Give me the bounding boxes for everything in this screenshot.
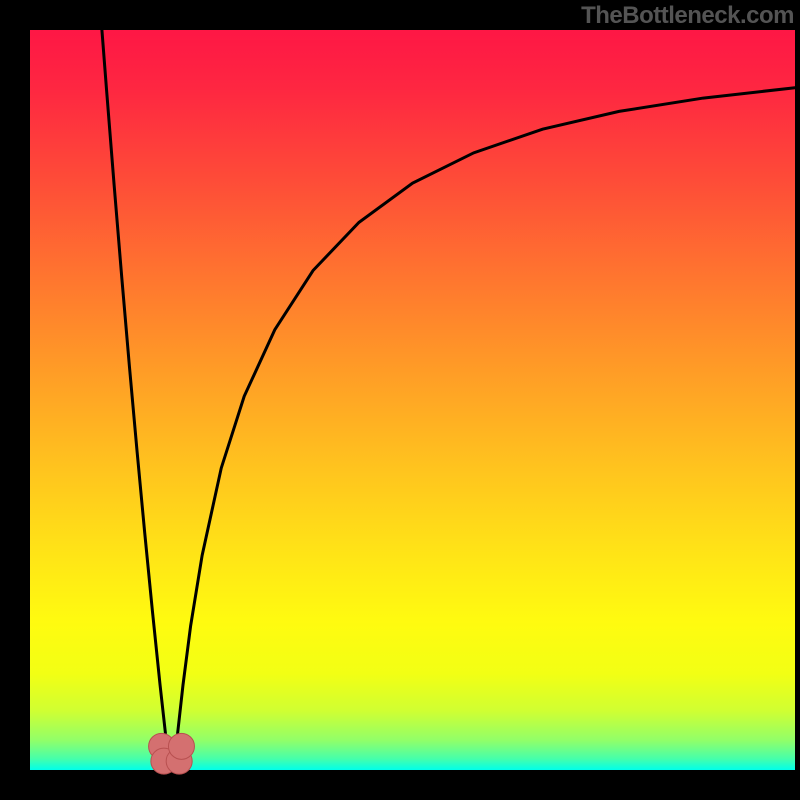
chart-container: TheBottleneck.com [0,0,800,800]
dip-marker [168,733,194,759]
bottleneck-chart [0,0,800,800]
dip-markers [149,733,195,774]
watermark-label: TheBottleneck.com [581,2,794,30]
plot-background [30,30,795,770]
